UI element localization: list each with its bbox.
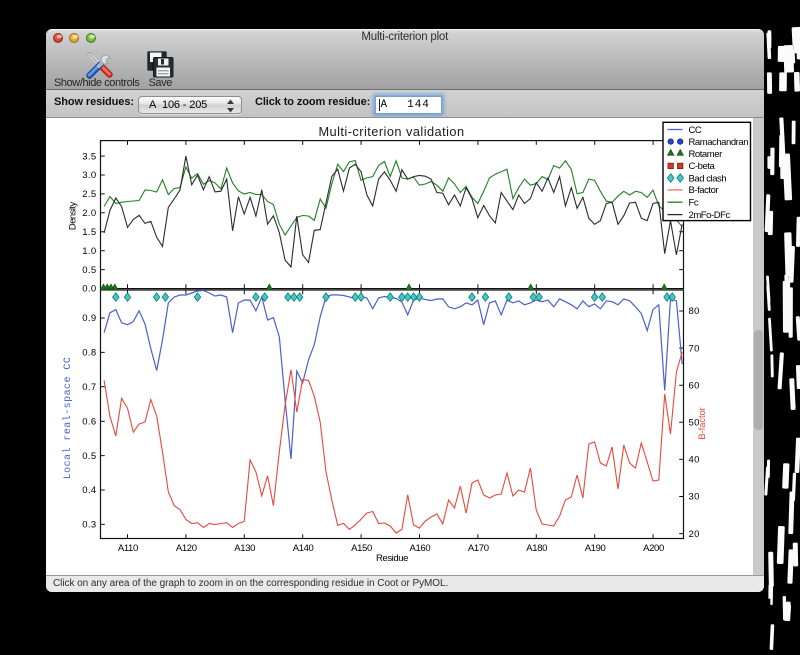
svg-text:2.0: 2.0 bbox=[82, 208, 96, 219]
svg-text:0.0: 0.0 bbox=[82, 284, 96, 295]
svg-text:70: 70 bbox=[689, 343, 700, 354]
svg-text:30: 30 bbox=[689, 492, 700, 503]
svg-text:50: 50 bbox=[689, 418, 700, 429]
svg-text:B-factor: B-factor bbox=[697, 407, 708, 439]
svg-text:3.0: 3.0 bbox=[82, 170, 96, 181]
svg-text:0.9: 0.9 bbox=[82, 313, 96, 324]
svg-text:40: 40 bbox=[689, 455, 700, 466]
svg-text:Bad clash: Bad clash bbox=[689, 173, 727, 184]
svg-text:Multi-criterion validation: Multi-criterion validation bbox=[318, 124, 464, 139]
svg-text:0.8: 0.8 bbox=[82, 348, 96, 359]
svg-text:Ramachandran: Ramachandran bbox=[689, 137, 749, 148]
svg-text:C-beta: C-beta bbox=[689, 161, 716, 172]
svg-text:A190: A190 bbox=[585, 543, 606, 554]
svg-text:2mFo-DFc: 2mFo-DFc bbox=[689, 210, 731, 221]
svg-text:B-factor: B-factor bbox=[689, 185, 719, 196]
svg-text:Local real-space CC: Local real-space CC bbox=[62, 357, 74, 480]
svg-text:0.5: 0.5 bbox=[82, 265, 96, 276]
svg-text:60: 60 bbox=[689, 380, 700, 391]
svg-text:CC: CC bbox=[689, 125, 702, 136]
svg-text:0.4: 0.4 bbox=[82, 485, 96, 496]
svg-text:2.5: 2.5 bbox=[82, 189, 96, 200]
svg-text:20: 20 bbox=[689, 529, 700, 540]
svg-text:A170: A170 bbox=[468, 543, 489, 554]
svg-text:A160: A160 bbox=[410, 543, 431, 554]
svg-text:Density: Density bbox=[68, 201, 79, 230]
svg-text:0.6: 0.6 bbox=[82, 416, 96, 427]
svg-text:Residue: Residue bbox=[376, 553, 408, 564]
svg-text:0.5: 0.5 bbox=[82, 451, 96, 462]
svg-text:0.3: 0.3 bbox=[82, 520, 96, 531]
svg-text:80: 80 bbox=[689, 306, 700, 317]
svg-text:A140: A140 bbox=[293, 543, 314, 554]
svg-text:A120: A120 bbox=[176, 543, 197, 554]
svg-text:0.7: 0.7 bbox=[82, 382, 96, 393]
svg-text:A150: A150 bbox=[351, 543, 372, 554]
svg-text:3.5: 3.5 bbox=[82, 151, 96, 162]
svg-text:1.0: 1.0 bbox=[82, 246, 96, 257]
svg-text:1.5: 1.5 bbox=[82, 227, 96, 238]
svg-text:A130: A130 bbox=[234, 543, 255, 554]
svg-text:Fc: Fc bbox=[689, 198, 699, 209]
svg-text:Rotamer: Rotamer bbox=[689, 149, 723, 160]
svg-text:A110: A110 bbox=[118, 543, 138, 554]
svg-text:A200: A200 bbox=[643, 543, 664, 554]
svg-text:A180: A180 bbox=[526, 543, 547, 554]
